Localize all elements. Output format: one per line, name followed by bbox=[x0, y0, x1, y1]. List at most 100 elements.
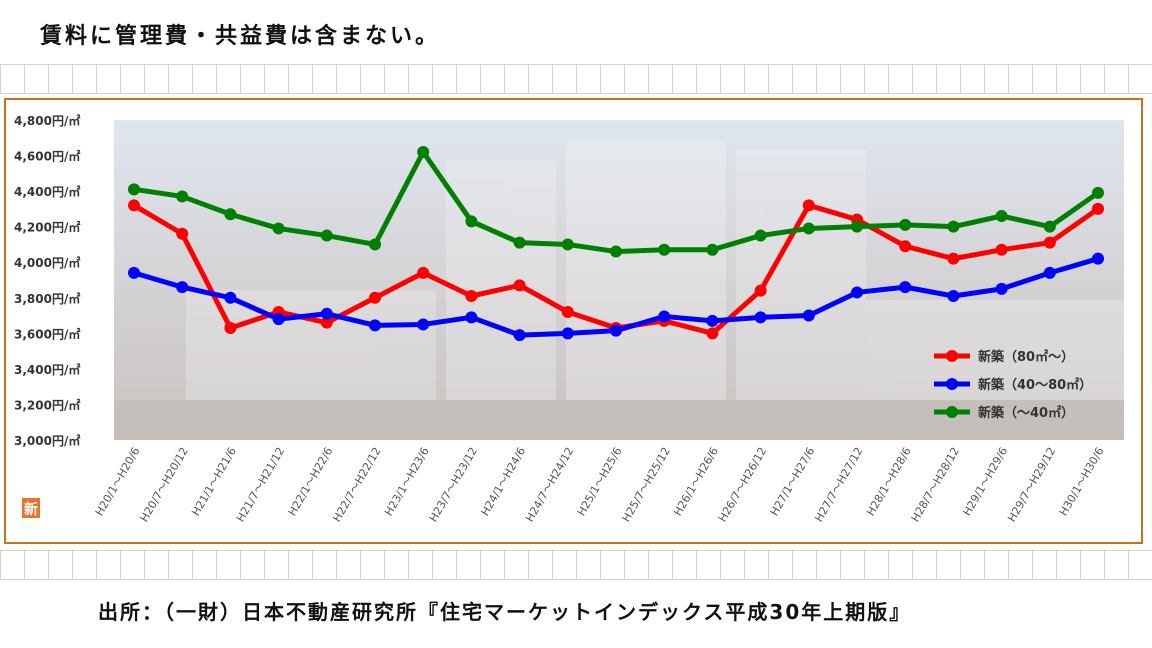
x-tick-label: H26/7～H26/12 bbox=[716, 445, 769, 524]
data-point-2 bbox=[320, 229, 333, 242]
data-point-0 bbox=[465, 290, 478, 302]
data-point-1 bbox=[176, 281, 189, 294]
data-point-1 bbox=[1043, 266, 1056, 279]
data-point-2 bbox=[224, 208, 237, 221]
data-point-0 bbox=[561, 306, 574, 318]
x-tick-label: H29/1～H29/6 bbox=[960, 445, 1010, 518]
source-text: 出所：（一財）日本不動産研究所『住宅マーケットインデックス平成30年上期版』 bbox=[98, 600, 912, 624]
data-point-1 bbox=[610, 324, 622, 337]
note-text: 賃料に管理費・共益費は含まない。 bbox=[40, 24, 441, 49]
series-group bbox=[128, 146, 1104, 342]
data-point-1 bbox=[128, 266, 140, 279]
data-point-0 bbox=[513, 279, 526, 292]
y-tick-label: 3,600円/㎡ bbox=[14, 326, 80, 341]
x-tick-label: H23/7～H23/12 bbox=[427, 445, 480, 524]
x-tick-label: H28/7～H28/12 bbox=[909, 445, 962, 524]
line-chart: 3,000円/㎡ 3,200円/㎡ 3,400円/㎡ 3,600円/㎡ 3,800円/㎡… bbox=[14, 113, 1124, 524]
x-tick-label: H20/7～H20/12 bbox=[138, 445, 191, 524]
x-tick-label: H24/1～H24/6 bbox=[478, 445, 528, 518]
data-point-1 bbox=[561, 327, 574, 340]
data-point-1 bbox=[369, 319, 381, 332]
chart-frame: 3,000円/㎡ 3,200円/㎡ 3,400円/㎡ 3,600円/㎡ 3,800円/㎡… bbox=[4, 98, 1143, 544]
data-point-2 bbox=[658, 243, 671, 256]
legend-label: 新築（40～80㎡） bbox=[978, 377, 1092, 393]
x-axis: H20/1～H20/6H20/7～H20/12H21/1～H21/6H21/7～… bbox=[93, 445, 1107, 524]
data-point-0 bbox=[128, 199, 140, 212]
data-point-1 bbox=[851, 286, 863, 299]
data-point-1 bbox=[417, 318, 430, 331]
data-point-2 bbox=[899, 218, 912, 231]
badge: 新 bbox=[22, 498, 40, 518]
data-point-2 bbox=[513, 236, 526, 249]
data-point-2 bbox=[176, 190, 189, 203]
legend: 新築（80㎡～） 新築（40～80㎡） 新築（～40㎡） bbox=[934, 349, 1092, 421]
data-point-2 bbox=[947, 220, 960, 233]
data-point-2 bbox=[802, 222, 815, 235]
data-point-1 bbox=[658, 310, 671, 323]
y-axis: 3,000円/㎡ 3,200円/㎡ 3,400円/㎡ 3,600円/㎡ 3,800円/㎡… bbox=[14, 113, 80, 448]
x-tick-label: H21/1～H21/6 bbox=[189, 445, 239, 518]
x-tick-label: H22/7～H22/12 bbox=[330, 445, 383, 524]
data-point-2 bbox=[561, 238, 574, 251]
data-point-2 bbox=[754, 229, 767, 242]
legend-swatch-marker bbox=[946, 350, 958, 362]
x-tick-label: H30/1～H30/6 bbox=[1057, 445, 1107, 518]
x-tick-label: H24/7～H24/12 bbox=[523, 445, 576, 524]
data-point-0 bbox=[224, 322, 237, 334]
x-tick-label: H27/1～H27/6 bbox=[768, 445, 818, 518]
data-point-0 bbox=[754, 284, 767, 297]
legend-swatch-marker bbox=[946, 406, 958, 418]
data-point-1 bbox=[465, 311, 478, 324]
data-point-1 bbox=[320, 307, 333, 320]
x-tick-label: H28/1～H28/6 bbox=[864, 445, 914, 518]
x-tick-label: H26/1～H26/6 bbox=[671, 445, 721, 518]
data-point-1 bbox=[995, 282, 1008, 295]
data-point-2 bbox=[1043, 220, 1056, 233]
data-point-2 bbox=[995, 210, 1008, 222]
data-point-1 bbox=[1092, 252, 1104, 265]
data-point-1 bbox=[706, 314, 719, 327]
data-point-1 bbox=[802, 309, 815, 322]
data-point-2 bbox=[128, 183, 140, 196]
data-point-2 bbox=[417, 146, 430, 158]
x-tick-label: H29/7～H29/12 bbox=[1005, 445, 1058, 524]
x-tick-label: H20/1～H20/6 bbox=[93, 445, 143, 518]
x-tick-label: H27/7～H27/12 bbox=[812, 445, 865, 524]
badge-label: 新 bbox=[24, 501, 38, 518]
data-point-1 bbox=[899, 281, 912, 294]
data-point-1 bbox=[224, 291, 237, 304]
data-point-0 bbox=[176, 227, 189, 240]
y-tick-label: 3,400円/㎡ bbox=[14, 362, 80, 377]
x-tick-label: H21/7～H21/12 bbox=[234, 445, 287, 524]
data-point-0 bbox=[802, 199, 815, 212]
data-point-1 bbox=[754, 311, 767, 324]
x-tick-label: H23/1～H23/6 bbox=[382, 445, 432, 518]
data-point-0 bbox=[1092, 202, 1104, 215]
data-point-2 bbox=[610, 245, 622, 258]
data-point-1 bbox=[513, 329, 526, 342]
data-point-0 bbox=[995, 243, 1008, 256]
data-point-1 bbox=[272, 313, 285, 326]
y-tick-label: 3,200円/㎡ bbox=[14, 397, 80, 412]
data-point-2 bbox=[1092, 186, 1104, 199]
y-tick-label: 3,000円/㎡ bbox=[14, 433, 80, 448]
legend-label: 新築（～40㎡） bbox=[978, 405, 1074, 421]
y-tick-label: 4,400円/㎡ bbox=[14, 184, 80, 199]
data-point-2 bbox=[272, 222, 285, 235]
grid-row-top bbox=[0, 64, 1152, 94]
data-point-0 bbox=[706, 327, 719, 340]
y-tick-label: 4,200円/㎡ bbox=[14, 220, 80, 235]
data-point-1 bbox=[947, 290, 960, 302]
y-tick-label: 4,800円/㎡ bbox=[14, 113, 80, 128]
grid-row-bottom bbox=[0, 550, 1152, 580]
data-point-2 bbox=[706, 243, 719, 256]
y-tick-label: 4,600円/㎡ bbox=[14, 149, 80, 164]
x-tick-label: H25/7～H25/12 bbox=[620, 445, 673, 524]
building-silhouette bbox=[114, 140, 1124, 440]
x-tick-label: H22/1～H22/6 bbox=[286, 445, 336, 518]
data-point-0 bbox=[417, 266, 430, 279]
data-point-0 bbox=[1043, 236, 1056, 249]
data-point-0 bbox=[320, 316, 333, 329]
y-tick-label: 3,800円/㎡ bbox=[14, 291, 80, 306]
y-tick-label: 4,000円/㎡ bbox=[14, 255, 80, 270]
